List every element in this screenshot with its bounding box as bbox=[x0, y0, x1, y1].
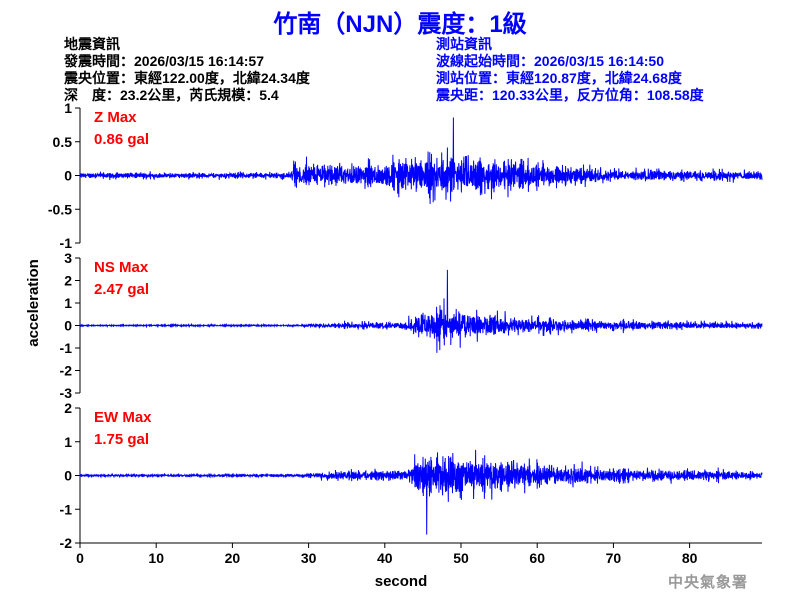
y-tick-label: -1 bbox=[60, 340, 73, 356]
y-tick-label: -3 bbox=[60, 385, 73, 401]
y-tick-label: 1 bbox=[64, 295, 72, 311]
x-tick-label: 60 bbox=[529, 550, 545, 566]
y-tick-label: 0 bbox=[64, 168, 72, 184]
quake-info-heading: 地震資訊 bbox=[64, 36, 120, 52]
x-tick-label: 0 bbox=[76, 550, 84, 566]
waveform-trace-ns bbox=[79, 269, 763, 353]
y-tick-label: 0 bbox=[64, 318, 72, 334]
y-tick-label: -1 bbox=[60, 501, 73, 517]
x-tick-label: 70 bbox=[606, 550, 622, 566]
y-tick-label: 1 bbox=[64, 434, 72, 450]
quake-location: 震央位置：東經122.00度，北緯24.34度 bbox=[64, 70, 310, 86]
y-tick-label: 2 bbox=[64, 273, 72, 289]
panel-max-value: 1.75 gal bbox=[94, 431, 149, 448]
panel-max-value: 0.86 gal bbox=[94, 131, 149, 148]
y-tick-label: -0.5 bbox=[48, 201, 72, 217]
panel-label: NS Max bbox=[94, 259, 149, 276]
y-tick-label: -2 bbox=[60, 363, 73, 379]
station-info: 測站資訊 波線起始時間：2026/03/15 16:14:50 測站位置：東經120… bbox=[436, 36, 704, 104]
waveform-start-time: 波線起始時間：2026/03/15 16:14:50 bbox=[436, 53, 664, 69]
y-tick-label: 0.5 bbox=[53, 134, 73, 150]
quake-depth-magnitude: 深 度：23.2公里，芮氏規模：5.4 bbox=[64, 87, 279, 103]
panel-label: EW Max bbox=[94, 409, 152, 426]
y-tick-label: 1 bbox=[64, 100, 72, 116]
y-tick-label: 2 bbox=[64, 400, 72, 416]
y-tick-label: 0 bbox=[64, 468, 72, 484]
y-tick-label: -2 bbox=[60, 535, 73, 551]
x-tick-label: 80 bbox=[682, 550, 698, 566]
panel-max-value: 2.47 gal bbox=[94, 281, 149, 298]
quake-time: 發震時間：2026/03/15 16:14:57 bbox=[64, 53, 264, 69]
station-info-heading: 測站資訊 bbox=[436, 36, 492, 52]
x-tick-label: 30 bbox=[301, 550, 317, 566]
panel-label: Z Max bbox=[94, 109, 137, 126]
y-tick-label: -1 bbox=[60, 235, 73, 251]
epicentral-distance: 震央距：120.33公里，反方位角：108.58度 bbox=[436, 87, 704, 103]
y-tick-label: 3 bbox=[64, 250, 72, 266]
waveform-trace-ew bbox=[79, 449, 763, 535]
x-tick-label: 40 bbox=[377, 550, 393, 566]
y-axis-label: acceleration bbox=[25, 259, 42, 347]
x-tick-label: 20 bbox=[225, 550, 241, 566]
chart-title: 竹南（NJN）震度：1級 bbox=[273, 11, 527, 38]
watermark: 中央氣象署 bbox=[667, 573, 748, 591]
waveform-trace-z bbox=[79, 117, 763, 204]
x-tick-label: 10 bbox=[148, 550, 164, 566]
quake-info: 地震資訊 發震時間：2026/03/15 16:14:57 震央位置：東經122.0… bbox=[64, 36, 310, 104]
station-location: 測站位置：東經120.87度，北緯24.68度 bbox=[436, 70, 682, 86]
x-axis-label: second bbox=[375, 573, 428, 590]
x-tick-label: 50 bbox=[453, 550, 469, 566]
